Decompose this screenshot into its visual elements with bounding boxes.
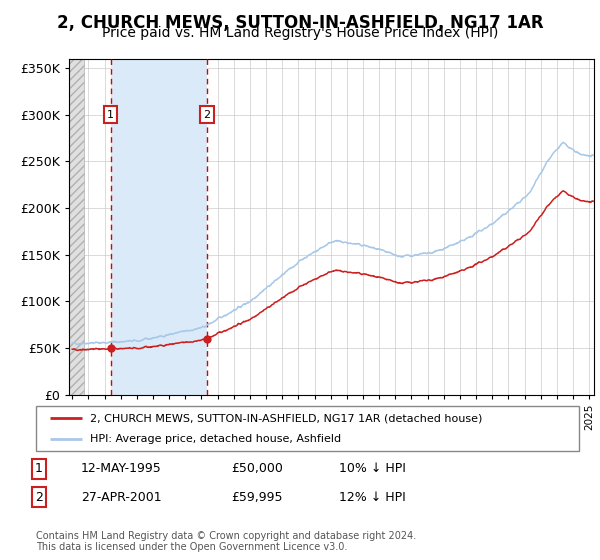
Text: 2, CHURCH MEWS, SUTTON-IN-ASHFIELD, NG17 1AR: 2, CHURCH MEWS, SUTTON-IN-ASHFIELD, NG17… bbox=[56, 14, 544, 32]
Text: HPI: Average price, detached house, Ashfield: HPI: Average price, detached house, Ashf… bbox=[91, 433, 341, 444]
Text: 10% ↓ HPI: 10% ↓ HPI bbox=[339, 462, 406, 475]
FancyBboxPatch shape bbox=[36, 406, 579, 451]
Text: 27-APR-2001: 27-APR-2001 bbox=[81, 491, 161, 504]
Text: 2: 2 bbox=[203, 110, 210, 120]
Text: Contains HM Land Registry data © Crown copyright and database right 2024.
This d: Contains HM Land Registry data © Crown c… bbox=[36, 531, 416, 553]
Text: 2, CHURCH MEWS, SUTTON-IN-ASHFIELD, NG17 1AR (detached house): 2, CHURCH MEWS, SUTTON-IN-ASHFIELD, NG17… bbox=[91, 413, 482, 423]
Text: 12-MAY-1995: 12-MAY-1995 bbox=[81, 462, 162, 475]
Text: 2: 2 bbox=[35, 491, 43, 504]
Text: £59,995: £59,995 bbox=[231, 491, 283, 504]
Text: 12% ↓ HPI: 12% ↓ HPI bbox=[339, 491, 406, 504]
Text: £50,000: £50,000 bbox=[231, 462, 283, 475]
Bar bbox=[64, 59, 85, 395]
Text: 1: 1 bbox=[35, 462, 43, 475]
Text: Price paid vs. HM Land Registry's House Price Index (HPI): Price paid vs. HM Land Registry's House … bbox=[102, 26, 498, 40]
Bar bbox=[110, 59, 206, 395]
Text: 1: 1 bbox=[107, 110, 114, 120]
